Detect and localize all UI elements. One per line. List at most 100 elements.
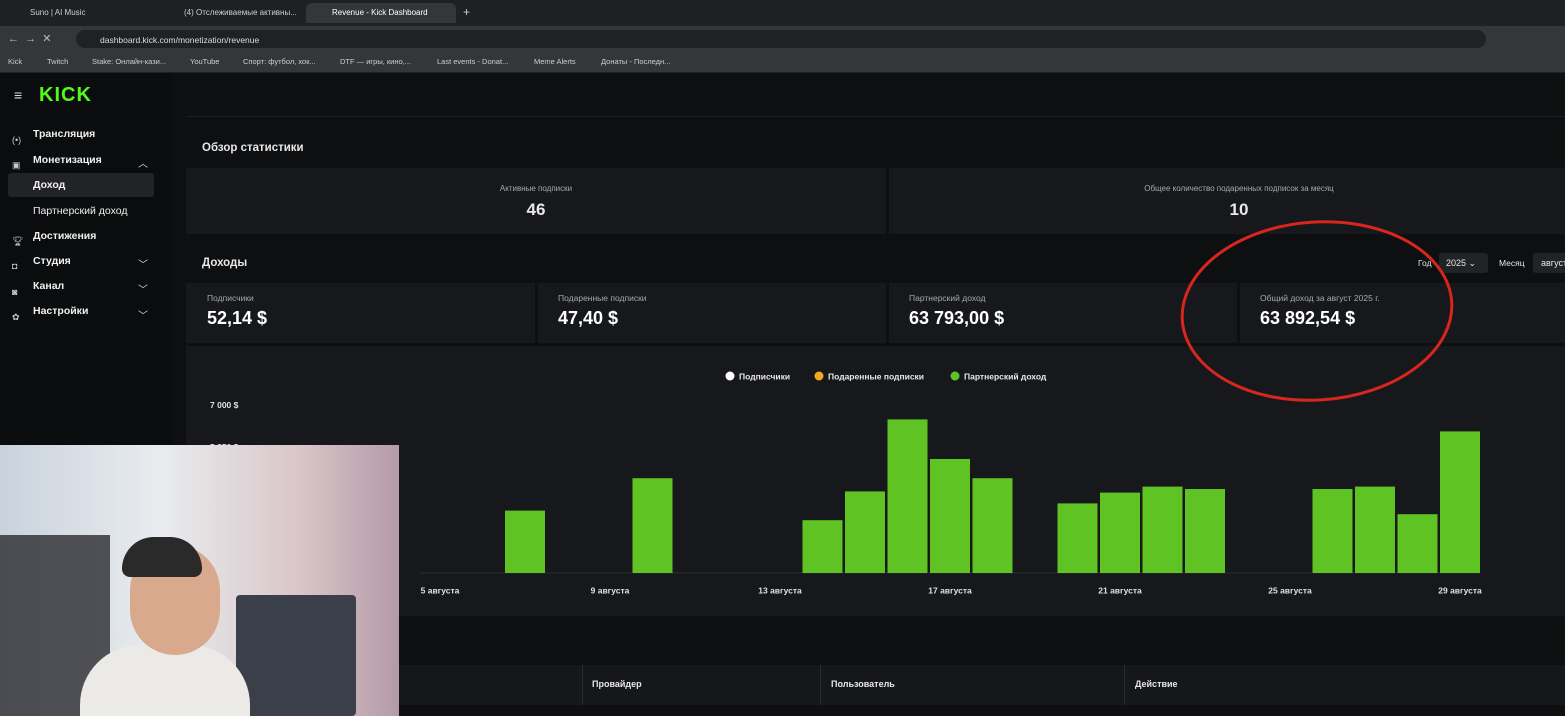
- bookmark[interactable]: Донаты - Последн...: [601, 57, 671, 66]
- active-tab[interactable]: Revenue - Kick Dashboard: [306, 3, 456, 23]
- col-divider: [1124, 665, 1125, 705]
- legend-label: Партнерский доход: [964, 372, 1047, 382]
- x-tick-label: 9 августа: [591, 586, 630, 596]
- bar: [1057, 503, 1098, 573]
- income-value: 63 793,00 $: [909, 308, 1005, 328]
- bar: [1312, 489, 1353, 573]
- x-tick-label: 25 августа: [1268, 586, 1312, 596]
- stat-value: 46: [526, 200, 546, 219]
- income-card: Партнерский доход 63 793,00 $: [889, 283, 1237, 343]
- income-card: Подписчики 52,14 $: [186, 283, 535, 343]
- bar: [802, 520, 843, 573]
- legend-label: Подаренные подписки: [828, 372, 924, 382]
- nav-chevrons: ︿ ﹀ ﹀ ﹀: [138, 159, 148, 322]
- nav-buttons[interactable]: ← → ✕: [8, 33, 52, 45]
- col-divider: [582, 665, 583, 705]
- bookmark[interactable]: Meme Alerts: [534, 57, 576, 66]
- bar: [505, 510, 545, 573]
- shirt: [80, 645, 250, 716]
- stat-label: Общее количество подаренных подписок за …: [1144, 184, 1334, 193]
- month-label: Месяц: [1499, 258, 1525, 268]
- x-tick-label: 13 августа: [758, 586, 802, 596]
- income-label: Подписчики: [207, 293, 254, 303]
- bar: [972, 478, 1013, 573]
- address-bar[interactable]: [76, 30, 1486, 48]
- legend-marker: [950, 371, 960, 381]
- nav-item[interactable]: Трансляция: [33, 128, 96, 140]
- tab-title: Revenue - Kick Dashboard: [332, 8, 428, 17]
- month-select[interactable]: август: [1533, 253, 1565, 273]
- income-value: 63 892,54 $: [1260, 308, 1356, 328]
- nav-item[interactable]: Партнерский доход: [33, 205, 128, 217]
- logo[interactable]: KICK: [39, 84, 92, 106]
- col-divider: [820, 665, 821, 705]
- tab-bar: [0, 0, 1565, 26]
- nav-item[interactable]: Студия: [33, 255, 71, 267]
- income-value: 52,14 $: [207, 308, 268, 328]
- bar: [1142, 486, 1183, 573]
- income-value: 47,40 $: [558, 308, 619, 328]
- divider: [186, 116, 1565, 117]
- table-header: Провайдер Пользователь Действие: [186, 665, 1565, 705]
- bar: [930, 459, 970, 573]
- url: dashboard.kick.com/monetization/revenue: [100, 35, 260, 45]
- tab-title: (4) Отслеживаемые активны...: [184, 8, 297, 17]
- bar: [1100, 492, 1140, 573]
- bar: [1440, 431, 1480, 573]
- bookmark[interactable]: Спорт: футбол, хок...: [243, 57, 316, 66]
- y-tick-label: 7 000 $: [210, 400, 239, 410]
- bookmark[interactable]: YouTube: [190, 57, 220, 66]
- nav-item[interactable]: Достижения: [33, 230, 97, 242]
- webcam-overlay: [0, 445, 399, 716]
- month-value: август: [1541, 258, 1565, 268]
- bar: [887, 419, 928, 573]
- x-tick-label: 21 августа: [1098, 586, 1142, 596]
- stat-card: Общее количество подаренных подписок за …: [889, 168, 1565, 234]
- sticker-box: [236, 595, 356, 716]
- stat-value: 10: [1229, 200, 1249, 219]
- income-card: Общий доход за август 2025 г. 63 892,54 $: [1240, 283, 1565, 343]
- bookmark[interactable]: Stake: Онлайн-кази...: [92, 57, 167, 66]
- bookmark[interactable]: Last events - Donat...: [437, 57, 509, 66]
- red-circle: [1180, 220, 1454, 402]
- bookmark[interactable]: Twitch: [47, 57, 69, 66]
- legend-label: Подписчики: [739, 372, 790, 382]
- income-label: Подаренные подписки: [558, 293, 647, 303]
- year-select[interactable]: 2025 ⌄: [1439, 253, 1488, 273]
- nav-item[interactable]: Настройки: [33, 305, 89, 317]
- tab-title: Suno | AI Music: [30, 8, 86, 17]
- legend-marker: [725, 371, 735, 381]
- income-label: Партнерский доход: [909, 293, 986, 303]
- nav-item[interactable]: Канал: [33, 280, 65, 292]
- stat-label: Активные подписки: [499, 184, 573, 193]
- x-tick-label: 5 августа: [421, 586, 460, 596]
- x-tick-label: 17 августа: [928, 586, 972, 596]
- legend-marker: [814, 371, 824, 381]
- section-title: Обзор статистики: [202, 142, 304, 154]
- tab[interactable]: (4) Отслеживаемые активны...: [158, 3, 304, 23]
- column-header: Провайдер: [592, 679, 642, 689]
- bar: [632, 478, 673, 573]
- bar: [845, 491, 885, 573]
- bar: [1185, 489, 1225, 573]
- bar: [1397, 514, 1438, 573]
- section-title: Доходы: [202, 257, 248, 269]
- menu-icon[interactable]: ≡: [14, 87, 23, 103]
- income-card: Подаренные подписки 47,40 $: [538, 283, 886, 343]
- tab[interactable]: Suno | AI Music: [4, 3, 154, 23]
- nav-item[interactable]: Монетизация: [33, 154, 102, 166]
- new-tab[interactable]: +: [463, 5, 471, 19]
- nav-icons: (•) ▣ 🏆︎ ◘ ◙ ✿: [12, 135, 24, 323]
- income-label: Общий доход за август 2025 г.: [1260, 293, 1380, 303]
- headphones: [122, 537, 202, 577]
- bookmarks-bar: [0, 52, 1565, 73]
- year-label: Год: [1418, 258, 1432, 268]
- bookmark[interactable]: Kick: [8, 57, 23, 66]
- x-tick-label: 29 августа: [1438, 586, 1482, 596]
- nav-item[interactable]: Доход: [33, 179, 66, 191]
- column-header: Пользователь: [831, 679, 895, 689]
- year-value: 2025: [1446, 258, 1467, 268]
- stat-card: Активные подписки 46: [186, 168, 886, 234]
- bookmark[interactable]: DTF — игры, кино,...: [340, 57, 412, 66]
